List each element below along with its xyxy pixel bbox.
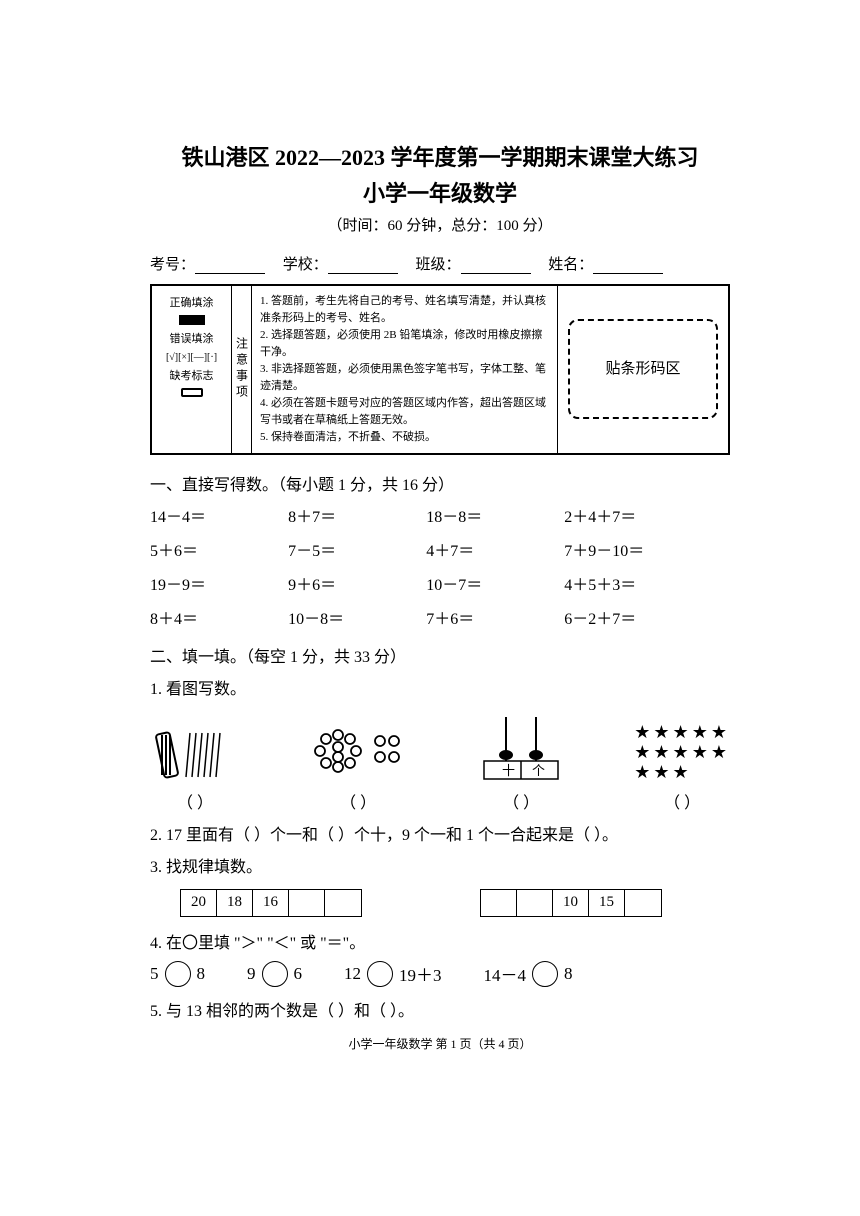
- section2-head: 二、填一填。（每空 1 分，共 33 分）: [150, 643, 730, 667]
- seq-cell[interactable]: [625, 890, 661, 916]
- notice-item: 2. 选择题答题，必须使用 2B 铅笔填涂，修改时用橡皮擦擦干净。: [260, 327, 549, 360]
- page-footer: 小学一年级数学 第 1 页（共 4 页）: [150, 1035, 730, 1052]
- fig-caption: （ ）: [340, 789, 376, 813]
- notice-left-col: 正确填涂 错误填涂 [√][×][—][·] 缺考标志: [152, 286, 232, 453]
- calc-item: 7＋9－10＝: [564, 537, 730, 561]
- blank-class[interactable]: [461, 273, 531, 274]
- calc-item: 6－2＋7＝: [564, 605, 730, 629]
- comparison-row: 5 8 9 6 12 19＋3 14－4 8: [150, 961, 730, 987]
- q2-text: 2. 17 里面有（ ）个一和（ ）个十，9 个一和 1 个一合起来是（ ）。: [150, 821, 730, 845]
- calc-item: 18－8＝: [426, 503, 564, 527]
- seq-cell[interactable]: [481, 890, 517, 916]
- fig-caption: （ ）: [503, 789, 539, 813]
- notice-col-label: 注意事项: [232, 286, 252, 453]
- comp-right: 19＋3: [399, 961, 442, 986]
- comp-left: 9: [247, 964, 256, 984]
- notice-item: 4. 必须在答题卡题号对应的答题区域内作答，超出答题区域写书或者在草稿纸上答题无…: [260, 395, 549, 428]
- calc-item: 8＋4＝: [150, 605, 288, 629]
- fig-caption: （ ）: [664, 789, 700, 813]
- circle-blank[interactable]: [532, 961, 558, 987]
- calc-item: 19－9＝: [150, 571, 288, 595]
- circle-blank[interactable]: [165, 961, 191, 987]
- page-title-1: 铁山港区 2022—2023 学年度第一学期期末课堂大练习: [150, 140, 730, 172]
- fig-sticks: （ ）: [150, 723, 240, 813]
- seq-cell: 15: [589, 890, 625, 916]
- label-class: 班级：: [416, 257, 461, 273]
- page-subtitle: （时间：60 分钟，总分：100 分）: [150, 214, 730, 235]
- section1-head: 一、直接写得数。（每小题 1 分，共 16 分）: [150, 471, 730, 495]
- barcode-zone: 贴条形码区: [558, 286, 728, 453]
- seq-cell[interactable]: [517, 890, 553, 916]
- comp-item: 12 19＋3: [344, 961, 442, 987]
- figure-row: （ ） （ ）: [150, 715, 730, 813]
- student-info-row: 考号： 学校： 班级： 姓名：: [150, 253, 730, 274]
- absent-mark-icon: [181, 388, 203, 397]
- label-correct-fill: 正确填涂: [156, 295, 227, 312]
- label-absent: 缺考标志: [156, 368, 227, 385]
- calc-item: 7＋6＝: [426, 605, 564, 629]
- q5-text: 5. 与 13 相邻的两个数是（ ）和（ ）。: [150, 997, 730, 1021]
- circle-blank[interactable]: [367, 961, 393, 987]
- comp-left: 5: [150, 964, 159, 984]
- svg-text:十: 十: [502, 763, 515, 778]
- seq-cell[interactable]: [289, 890, 325, 916]
- fig-beads: （ ）: [308, 723, 408, 813]
- fig-abacus: 十 个 （ ）: [476, 715, 566, 813]
- circle-blank[interactable]: [262, 961, 288, 987]
- seq-cell: 18: [217, 890, 253, 916]
- page-title-2: 小学一年级数学: [150, 176, 730, 208]
- calc-item: 4＋7＝: [426, 537, 564, 561]
- stars-icon: ★★★★★★★★★★★★★: [634, 723, 730, 782]
- blank-school[interactable]: [328, 273, 398, 274]
- q3-text: 3. 找规律填数。: [150, 853, 730, 877]
- q1-text: 1. 看图写数。: [150, 675, 730, 699]
- calc-item: 10－8＝: [288, 605, 426, 629]
- label-name: 姓名：: [548, 257, 593, 273]
- comp-left: 14－4: [484, 961, 527, 986]
- svg-text:个: 个: [532, 763, 545, 778]
- label-wrong-fill: 错误填涂: [156, 331, 227, 348]
- seq-cell: 10: [553, 890, 589, 916]
- seq-cell: 16: [253, 890, 289, 916]
- calc-item: 4＋5＋3＝: [564, 571, 730, 595]
- barcode-label: 贴条形码区: [568, 319, 718, 419]
- label-school: 学校：: [283, 257, 328, 273]
- seq-row: 20 18 16 10 15: [150, 885, 730, 921]
- comp-left: 12: [344, 964, 361, 984]
- fig-stars: ★★★★★★★★★★★★★ （ ）: [634, 723, 730, 812]
- seq-table-a: 20 18 16: [180, 889, 362, 917]
- fig-caption: （ ）: [177, 789, 213, 813]
- comp-right: 8: [197, 964, 206, 984]
- label-id: 考号：: [150, 257, 195, 273]
- notice-item: 5. 保持卷面清洁，不折叠、不破损。: [260, 429, 549, 446]
- calc-item: 14－4＝: [150, 503, 288, 527]
- seq-cell[interactable]: [325, 890, 361, 916]
- notice-box: 正确填涂 错误填涂 [√][×][—][·] 缺考标志 注意事项 1. 答题前，…: [150, 284, 730, 455]
- wrong-marks: [√][×][—][·]: [156, 350, 227, 365]
- calc-item: 7－5＝: [288, 537, 426, 561]
- comp-item: 5 8: [150, 961, 205, 987]
- correct-fill-icon: [179, 315, 205, 325]
- calc-item: 9＋6＝: [288, 571, 426, 595]
- sticks-icon: [150, 723, 240, 783]
- q4-text: 4. 在〇里填 "＞" "＜" 或 "＝"。: [150, 929, 730, 953]
- calc-item: 10－7＝: [426, 571, 564, 595]
- beads-icon: [308, 723, 408, 783]
- calc-item: 8＋7＝: [288, 503, 426, 527]
- comp-right: 6: [294, 964, 303, 984]
- notice-item: 3. 非选择题答题，必须使用黑色签字笔书写，字体工整、笔迹清楚。: [260, 361, 549, 394]
- comp-item: 14－4 8: [484, 961, 573, 987]
- blank-id[interactable]: [195, 273, 265, 274]
- abacus-icon: 十 个: [476, 715, 566, 783]
- calc-item: 5＋6＝: [150, 537, 288, 561]
- blank-name[interactable]: [593, 273, 663, 274]
- comp-item: 9 6: [247, 961, 302, 987]
- seq-cell: 20: [181, 890, 217, 916]
- calc-grid: 14－4＝ 8＋7＝ 18－8＝ 2＋4＋7＝ 5＋6＝ 7－5＝ 4＋7＝ 7…: [150, 503, 730, 629]
- seq-table-b: 10 15: [480, 889, 662, 917]
- notice-text: 1. 答题前，考生先将自己的考号、姓名填写清楚，并认真核准条形码上的考号、姓名。…: [252, 286, 558, 453]
- comp-right: 8: [564, 964, 573, 984]
- notice-item: 1. 答题前，考生先将自己的考号、姓名填写清楚，并认真核准条形码上的考号、姓名。: [260, 293, 549, 326]
- calc-item: 2＋4＋7＝: [564, 503, 730, 527]
